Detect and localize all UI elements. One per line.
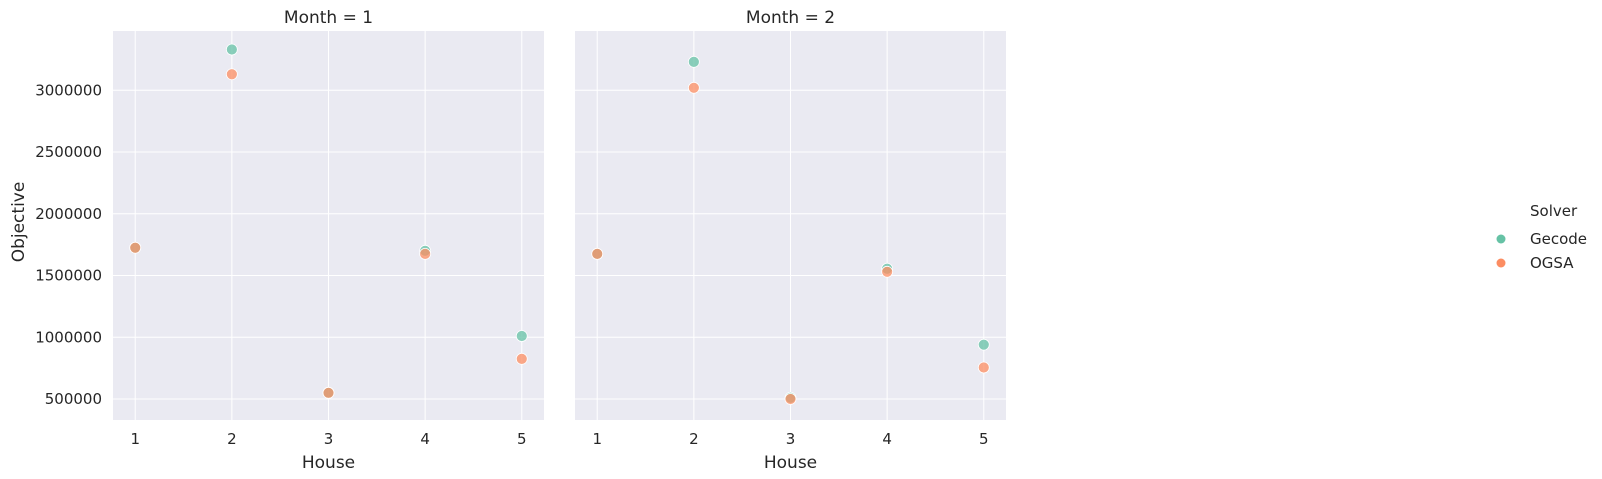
panels-layer: 1 2 3 4 5 500000 1000000 1500000 2000000 2500000 3… [35,8,1006,473]
legend-label-gecode: Gecode [1530,230,1587,248]
point-ogsa [419,248,432,260]
x-tick-label: 4 [882,430,892,448]
x-tick-label: 2 [689,430,699,448]
x-tick-label: 5 [979,430,989,448]
x-tick-label: 1 [130,430,140,448]
x-tick-label: 4 [420,430,430,448]
point-ogsa [784,393,797,405]
point-ogsa [977,361,990,374]
y-tick-label: 3000000 [35,81,102,99]
point-ogsa [515,352,528,365]
point-ogsa [129,241,142,254]
x-tick-label: 3 [786,430,796,448]
panel-month-1: 1 2 3 4 5 500000 1000000 1500000 2000000 2500000 3… [35,8,544,473]
x-axis-label: House [764,453,817,473]
point-gecode [225,43,238,56]
point-ogsa [881,265,894,278]
y-tick-label: 2000000 [35,205,102,223]
point-ogsa [322,386,335,399]
y-tick-label: 2500000 [35,143,102,161]
panel-month-2: 1 2 3 4 5 Month = 2 House [575,8,1006,473]
legend: Solver Gecode OGSA [1496,202,1587,272]
point-gecode [977,338,990,351]
x-tick-label: 2 [227,430,237,448]
point-gecode [687,55,700,68]
x-axis-label: House [302,453,355,473]
point-ogsa [591,248,604,260]
y-axis-label: Objective [9,182,29,263]
y-tick-label: 1500000 [35,267,102,285]
x-tick-label: 1 [592,430,602,448]
x-tick-label: 3 [324,430,334,448]
y-tick-label: 500000 [45,390,102,408]
panel-title: Month = 1 [284,8,373,28]
legend-marker-gecode [1496,234,1506,244]
panel-title: Month = 2 [746,8,835,28]
y-tick-label: 1000000 [35,328,102,346]
point-ogsa [225,68,238,81]
legend-label-ogsa: OGSA [1530,254,1574,272]
x-tick-label: 5 [517,430,527,448]
point-gecode [515,330,528,342]
point-ogsa [687,81,700,94]
legend-title: Solver [1530,202,1578,220]
legend-marker-ogsa [1496,258,1506,268]
